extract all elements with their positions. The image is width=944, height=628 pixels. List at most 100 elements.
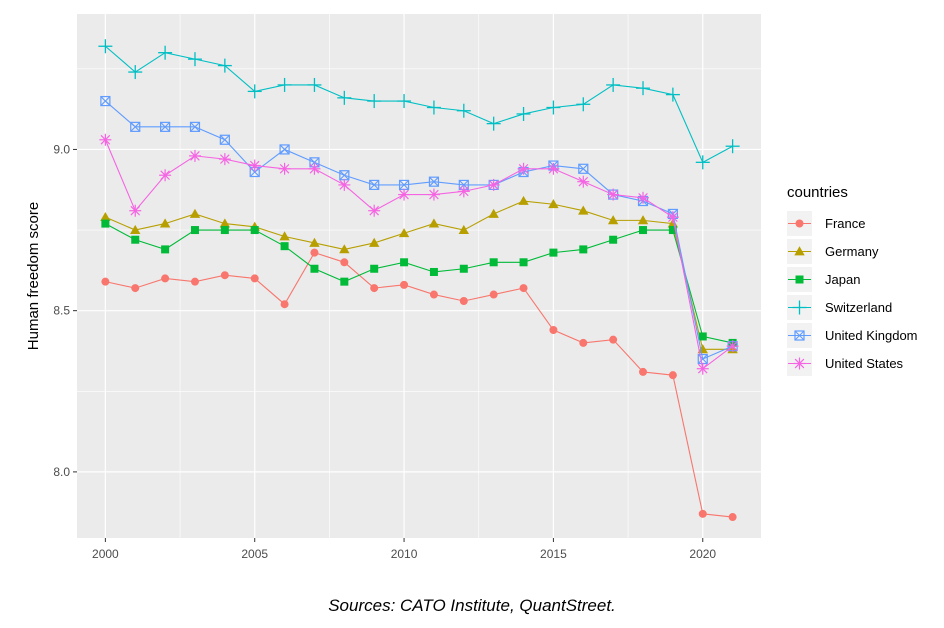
data-point-germany — [159, 218, 171, 228]
data-point-united-states — [129, 204, 142, 217]
data-point-japan — [131, 235, 140, 244]
data-point-japan — [340, 277, 349, 286]
data-point-united-states — [457, 185, 470, 198]
legend-item-france: France — [787, 211, 865, 236]
series-united-states — [99, 133, 739, 375]
legend-key-marker — [794, 330, 805, 341]
x-axis: 2000 2005 2010 2015 2020 — [92, 538, 716, 561]
data-point-germany — [219, 218, 231, 228]
data-point-united-states — [696, 362, 709, 375]
data-point-united-states — [547, 162, 560, 175]
data-point-japan — [400, 258, 409, 267]
data-point-switzerland — [217, 58, 232, 73]
data-point-germany — [548, 199, 559, 209]
data-point-united-states — [99, 133, 112, 146]
data-point-japan — [639, 226, 648, 235]
legend-key-marker — [795, 219, 804, 228]
data-point-switzerland — [456, 103, 471, 118]
series-line-japan — [105, 223, 733, 344]
data-point-united-states — [218, 153, 231, 166]
y-axis-title: Human freedom score — [25, 202, 42, 350]
data-point-france — [190, 277, 199, 286]
data-point-japan — [519, 258, 528, 267]
data-point-united-kingdom — [428, 176, 440, 187]
data-point-germany — [279, 231, 290, 241]
data-point-united-kingdom — [130, 121, 141, 132]
data-point-france — [280, 300, 289, 309]
legend-label: Germany — [825, 244, 879, 259]
data-point-united-kingdom — [219, 134, 230, 145]
legend-item-switzerland: Switzerland — [787, 295, 892, 320]
data-point-germany — [100, 211, 111, 222]
data-point-united-states — [726, 340, 739, 353]
legend-title: countries — [787, 184, 848, 201]
data-point-switzerland — [486, 116, 501, 131]
data-point-france — [489, 290, 498, 299]
data-point-france — [220, 271, 229, 280]
legend-label: France — [825, 216, 865, 231]
data-point-japan — [190, 226, 199, 235]
data-point-germany — [697, 344, 708, 354]
data-point-united-states — [338, 178, 351, 191]
data-point-france — [728, 513, 737, 522]
data-point-germany — [518, 195, 529, 205]
data-point-japan — [280, 242, 289, 251]
series-line-united-kingdom — [105, 100, 733, 360]
data-point-france — [609, 335, 618, 344]
data-point-united-states — [278, 162, 291, 175]
source-note: Sources: CATO Institute, QuantStreet. — [328, 596, 616, 615]
data-point-united-kingdom — [160, 121, 171, 132]
legend-key-marker — [792, 300, 807, 315]
data-point-united-states — [308, 162, 321, 175]
data-point-france — [549, 326, 558, 335]
legend-label: United States — [825, 356, 904, 371]
series-germany — [100, 195, 738, 354]
legend-key-marker — [795, 275, 804, 284]
data-point-japan — [250, 226, 259, 235]
legend-item-germany: Germany — [787, 239, 879, 264]
data-point-japan — [161, 245, 170, 254]
series-layer — [98, 39, 740, 522]
data-point-france — [698, 509, 707, 518]
data-point-germany — [428, 218, 440, 228]
data-point-united-states — [159, 169, 172, 182]
data-point-switzerland — [158, 45, 173, 60]
data-point-united-states — [517, 162, 530, 175]
series-line-switzerland — [105, 45, 733, 164]
data-point-france — [310, 248, 319, 257]
data-point-switzerland — [636, 81, 651, 96]
data-point-united-states — [637, 191, 650, 204]
x-tick-label: 2005 — [241, 547, 268, 561]
data-point-switzerland — [187, 52, 202, 67]
data-point-united-kingdom — [100, 95, 111, 107]
legend-item-united-states: United States — [787, 351, 904, 376]
data-point-france — [370, 284, 379, 293]
data-point-switzerland — [337, 90, 352, 105]
legend-label: Japan — [825, 272, 860, 287]
data-point-germany — [189, 208, 201, 218]
series-line-france — [105, 251, 733, 518]
data-point-united-states — [666, 211, 679, 224]
data-point-switzerland — [665, 87, 680, 102]
plot-panel — [77, 14, 761, 538]
data-point-united-states — [398, 188, 411, 201]
legend-key-marker — [794, 246, 805, 256]
data-point-switzerland — [695, 155, 710, 170]
data-point-japan — [220, 226, 229, 235]
data-point-france — [579, 338, 588, 347]
data-point-united-states — [577, 175, 590, 188]
y-tick-label: 8.5 — [53, 304, 70, 318]
data-point-france — [340, 258, 349, 267]
data-point-germany — [309, 237, 320, 247]
data-point-united-states — [607, 188, 620, 201]
data-point-united-states — [487, 178, 500, 191]
data-point-switzerland — [725, 139, 740, 154]
data-point-germany — [578, 205, 589, 215]
series-line-united-states — [104, 139, 733, 370]
data-point-germany — [607, 215, 619, 225]
data-point-germany — [398, 228, 410, 238]
data-point-japan — [101, 219, 110, 228]
x-tick-label: 2015 — [540, 547, 567, 561]
data-point-japan — [698, 332, 707, 341]
